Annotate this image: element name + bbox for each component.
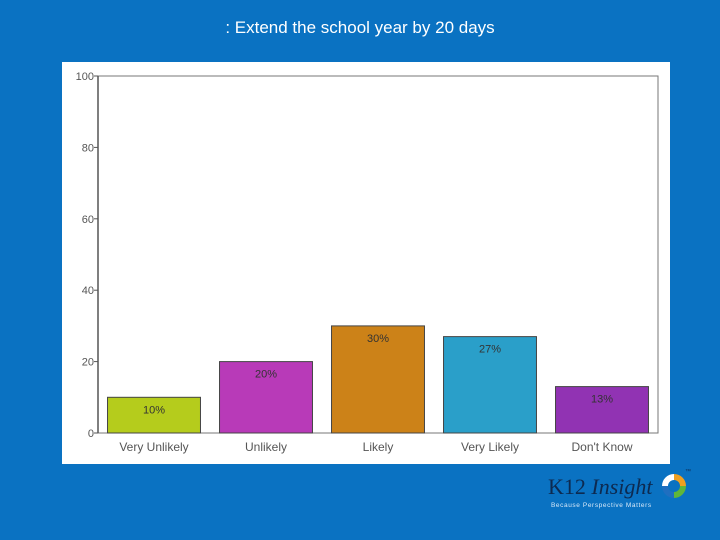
bar-unlikely	[219, 361, 313, 434]
x-category-label: Very Likely	[461, 440, 519, 454]
logo-trademark: ™	[685, 469, 691, 475]
x-category-label: Likely	[363, 440, 394, 454]
y-tick-label: 60	[82, 214, 94, 226]
y-tick-label: 20	[82, 357, 94, 369]
bar-chart: 0 20 40 60 80 100 10% Very Unlikely 20% Unlikely 3…	[76, 71, 659, 454]
y-tick-label: 40	[82, 285, 94, 297]
bar-value-label: 20%	[255, 369, 277, 381]
x-category-label: Don't Know	[572, 440, 633, 454]
logo-tagline: Because Perspective Matters	[551, 502, 652, 509]
chart-panel: 0 20 40 60 80 100 10% Very Unlikely 20% Unlikely 3…	[62, 62, 670, 464]
logo-brand-italic: Insight	[591, 474, 653, 499]
bar-very-unlikely	[107, 396, 201, 434]
bar-likely	[331, 325, 425, 434]
bar-very-likely	[443, 336, 537, 434]
bar-value-label: 13%	[591, 394, 613, 406]
bar-don-t-know	[555, 386, 649, 434]
slide-title: : Extend the school year by 20 days	[225, 18, 495, 37]
logo-wordmark: K12 Insight	[548, 474, 653, 500]
x-category-label: Very Unlikely	[119, 440, 188, 454]
logo-brand-main: K12	[548, 474, 592, 499]
x-category-label: Unlikely	[245, 440, 287, 454]
bar-value-label: 27%	[479, 344, 501, 356]
k12-insight-logo: K12 Insight ™ Because Perspective Matter…	[548, 468, 698, 516]
bar-value-label: 10%	[143, 404, 165, 416]
y-tick-label: 0	[88, 428, 94, 440]
bar-value-label: 30%	[367, 333, 389, 345]
y-tick-label: 100	[76, 71, 94, 83]
y-tick-label: 80	[82, 142, 94, 154]
logo-ring-icon	[662, 474, 686, 498]
